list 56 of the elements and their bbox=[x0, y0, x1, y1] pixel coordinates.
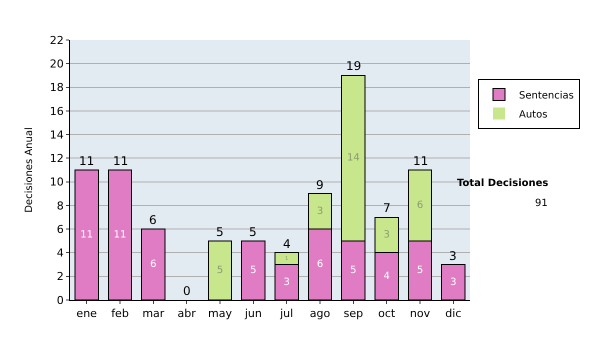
x-tick-label: may bbox=[208, 307, 232, 320]
data-label: 5 bbox=[350, 264, 357, 276]
y-tick-label: 0 bbox=[56, 294, 64, 307]
x-tick-label: oct bbox=[378, 307, 396, 320]
total-label: 11 bbox=[113, 154, 128, 168]
total-label: 5 bbox=[216, 225, 224, 239]
x-tick-label: dic bbox=[445, 307, 462, 320]
data-label: 11 bbox=[80, 230, 94, 240]
data-label: 3 bbox=[450, 276, 457, 288]
x-tick-label: ene bbox=[76, 307, 98, 320]
data-label: 3 bbox=[316, 206, 324, 217]
data-label: 5 bbox=[216, 264, 224, 276]
total-label: 11 bbox=[413, 154, 428, 168]
y-tick-label: 20 bbox=[50, 57, 64, 70]
x-tick-label: nov bbox=[410, 307, 431, 320]
y-tick-label: 16 bbox=[50, 104, 64, 118]
y-tick-label: 14 bbox=[50, 128, 64, 142]
y-tick-label: 10 bbox=[50, 176, 64, 189]
total-label: 0 bbox=[183, 284, 191, 298]
y-tick-label: 4 bbox=[56, 246, 64, 260]
y-axis-title: Decisiones Anual bbox=[24, 127, 35, 213]
total-label: 3 bbox=[449, 249, 457, 263]
total-label: 6 bbox=[149, 213, 157, 227]
data-label: 3 bbox=[283, 276, 290, 288]
data-label: 11 bbox=[114, 230, 126, 240]
x-tick-label: ago bbox=[310, 307, 330, 320]
data-label: 14 bbox=[346, 152, 360, 164]
legend-label: Autos bbox=[519, 109, 548, 120]
data-label: 3 bbox=[383, 230, 390, 240]
annotation: Total Decisiones bbox=[457, 178, 548, 189]
x-tick-label: jun bbox=[244, 307, 262, 320]
y-tick-label: 6 bbox=[56, 222, 64, 236]
x-tick-label: sep bbox=[344, 307, 364, 320]
y-tick-label: 22 bbox=[50, 34, 64, 47]
total-label: 4 bbox=[283, 237, 291, 251]
x-tick-label: jul bbox=[279, 307, 294, 320]
data-label: 4 bbox=[383, 270, 390, 282]
y-tick-label: 8 bbox=[56, 199, 64, 212]
legend-label: Sentencias bbox=[519, 90, 574, 102]
data-label: 6 bbox=[150, 259, 157, 270]
data-label: 5 bbox=[250, 264, 257, 276]
total-label: 9 bbox=[316, 178, 324, 192]
total-label: 11 bbox=[79, 154, 94, 168]
data-label: 6 bbox=[316, 259, 324, 270]
total-label: 19 bbox=[346, 59, 362, 73]
data-label: 6 bbox=[416, 200, 424, 211]
x-tick-label: feb bbox=[111, 307, 129, 320]
total-label: 5 bbox=[249, 225, 257, 239]
data-label: 5 bbox=[416, 264, 424, 276]
x-tick-label: mar bbox=[142, 307, 165, 320]
total-label: 7 bbox=[383, 201, 391, 215]
y-tick-label: 18 bbox=[50, 81, 64, 94]
y-tick-label: 12 bbox=[50, 152, 64, 166]
text: 91 bbox=[535, 198, 548, 209]
x-tick-label: abr bbox=[178, 307, 196, 320]
y-tick-label: 2 bbox=[56, 270, 64, 284]
